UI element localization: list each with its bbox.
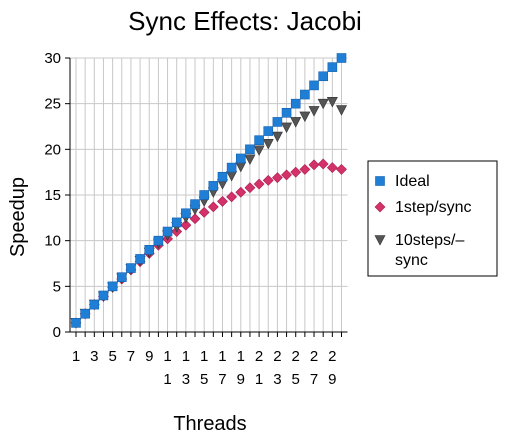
legend-label: 1step/sync [395,199,471,216]
data-point-ideal [290,98,301,109]
data-point-ideal [98,290,109,301]
data-point-10steps-sync [290,117,302,128]
data-point-ideal [245,144,255,155]
x-tick-label: 3 [90,348,98,365]
data-point-ideal [336,53,347,63]
data-point-10steps-sync [326,97,338,108]
x-axis-title: Threads [173,413,246,435]
data-point-ideal [327,62,338,72]
data-point-1step-sync [198,206,210,218]
data-point-ideal [162,226,173,237]
data-point-10steps-sync [299,111,311,123]
data-point-ideal [107,281,118,292]
data-point-10steps-sync [244,154,256,166]
data-point-10steps-sync [308,106,320,117]
y-tick-label: 30 [44,50,61,67]
data-point-1step-sync [262,174,274,186]
data-point-ideal [281,108,292,118]
data-point-ideal [71,318,81,328]
data-point-ideal [263,126,274,136]
data-point-ideal [153,235,164,246]
data-point-ideal [199,190,209,200]
data-point-1step-sync [180,219,192,231]
data-point-1step-sync [308,159,320,171]
legend-label: Ideal [395,173,430,190]
data-point-1step-sync [235,186,247,198]
y-axis-title: Speedup [7,177,29,257]
data-point-1step-sync [253,178,265,190]
x-tick-label: 5 [108,348,116,365]
data-point-ideal [318,71,328,82]
data-point-1step-sync [326,162,338,174]
legend-box [367,160,498,277]
x-tick-label: 1 [72,348,80,365]
data-point-ideal [171,217,182,228]
data-point-1step-sync [207,201,219,213]
data-point-1step-sync [189,213,201,225]
data-point-ideal [116,272,127,283]
data-marks [70,53,347,329]
legend-label: 10steps/– sync [395,232,464,269]
axes [65,57,348,337]
data-point-1step-sync [244,182,256,194]
data-point-ideal [300,89,310,100]
y-tick-label: 25 [44,96,61,113]
data-point-ideal [144,245,155,255]
chart-title: Sync Effects: Jacobi [128,6,362,36]
x-tick-label: 7 [127,348,135,365]
data-point-ideal [235,153,246,164]
data-point-10steps-sync [317,98,329,110]
data-point-ideal [272,117,283,127]
data-point-10steps-sync [335,105,347,116]
y-tick-label: 0 [53,324,61,341]
data-point-1step-sync [217,195,228,207]
y-tick-label: 20 [44,141,61,158]
y-tick-label: 5 [53,278,61,295]
data-point-ideal [181,208,191,219]
x-tick-label: 9 [145,348,153,365]
data-point-10steps-sync [253,145,265,156]
data-point-ideal [226,162,237,173]
data-point-ideal [135,254,145,264]
data-point-10steps-sync [226,171,238,182]
legend-marker [375,176,385,186]
data-point-ideal [254,135,264,145]
data-point-10steps-sync [262,139,274,150]
data-point-10steps-sync [271,131,283,143]
data-point-ideal [208,181,219,191]
data-point-1step-sync [336,164,347,175]
legend-marker [374,201,386,213]
data-point-ideal [190,199,200,209]
data-point-ideal [309,80,319,91]
y-tick-label: 15 [44,187,61,204]
data-point-1step-sync [271,172,283,184]
data-point-ideal [80,308,90,319]
y-tick-label: 10 [44,233,61,250]
data-point-1step-sync [299,164,311,175]
data-point-10steps-sync [235,161,247,173]
legend-marker [374,235,386,246]
data-point-1step-sync [281,169,292,181]
data-point-1step-sync [290,166,302,178]
data-point-1step-sync [226,191,238,203]
data-point-ideal [217,171,228,182]
legend: Ideal 1step/sync 10steps/– sync [367,160,498,277]
data-point-10steps-sync [281,122,293,134]
data-point-ideal [89,299,100,310]
data-point-ideal [126,263,136,273]
data-point-1step-sync [317,158,329,170]
